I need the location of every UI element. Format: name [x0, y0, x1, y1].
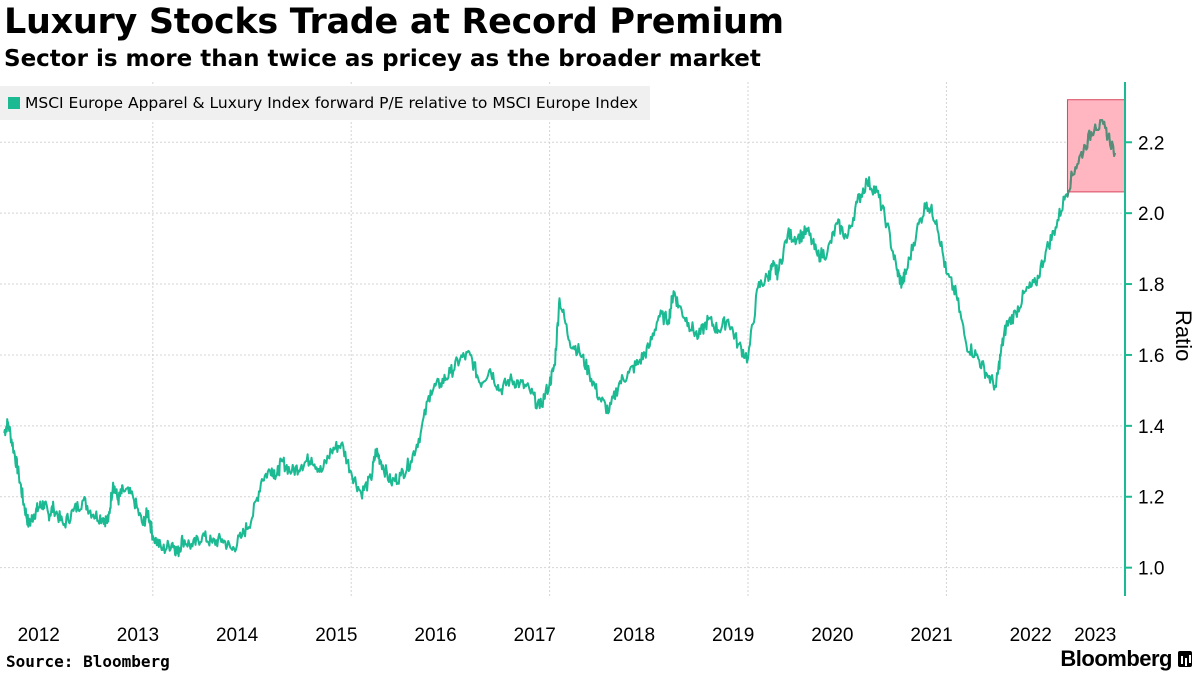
y-tick-label: 2.2 [1138, 133, 1164, 154]
brand-name: Bloomberg [1060, 646, 1172, 671]
x-tick-label: 2012 [18, 625, 60, 646]
source-note: Source: Bloomberg [6, 652, 170, 671]
axis-layer: 1.0 1.2 1.4 1.6 1.8 2.0 2.2 Ratio 2012 2013 2014 20… [18, 82, 1196, 646]
x-tick-label: 2018 [613, 625, 655, 646]
y-tick-label: 1.6 [1138, 346, 1164, 367]
series-line [3, 119, 1117, 558]
legend-swatch [8, 97, 20, 109]
x-tick-label: 2014 [216, 625, 259, 646]
y-tick-label: 1.2 [1138, 488, 1164, 509]
chart-title: Luxury Stocks Trade at Record Premium [4, 2, 784, 42]
x-tick-label: 2013 [117, 625, 159, 646]
series-layer [3, 119, 1117, 558]
x-tick-label: 2019 [712, 625, 754, 646]
y-tick-label: 1.0 [1138, 559, 1164, 580]
grid-layer [0, 82, 1125, 596]
x-tick-label: 2016 [414, 625, 456, 646]
y-axis-title: Ratio [1171, 310, 1196, 361]
highlight-box [1066, 99, 1126, 193]
highlight-layer [1066, 99, 1126, 193]
y-tick-label: 2.0 [1138, 204, 1164, 225]
legend-label: MSCI Europe Apparel & Luxury Index forwa… [25, 94, 638, 112]
x-tick-label: 2023 [1074, 625, 1116, 646]
chart-legend: MSCI Europe Apparel & Luxury Index forwa… [0, 86, 650, 120]
y-tick-label: 1.8 [1138, 275, 1164, 296]
bar-chart-icon [1178, 651, 1192, 667]
brand-logo: Bloomberg [1060, 646, 1192, 672]
x-tick-label: 2021 [910, 625, 952, 646]
series-line-highlighted [1066, 119, 1117, 197]
y-tick-label: 1.4 [1138, 417, 1165, 438]
x-tick-label: 2020 [811, 625, 853, 646]
x-tick-label: 2022 [1010, 625, 1052, 646]
chart-subtitle: Sector is more than twice as pricey as t… [4, 46, 761, 72]
x-tick-label: 2015 [315, 625, 357, 646]
x-tick-label: 2017 [514, 625, 556, 646]
